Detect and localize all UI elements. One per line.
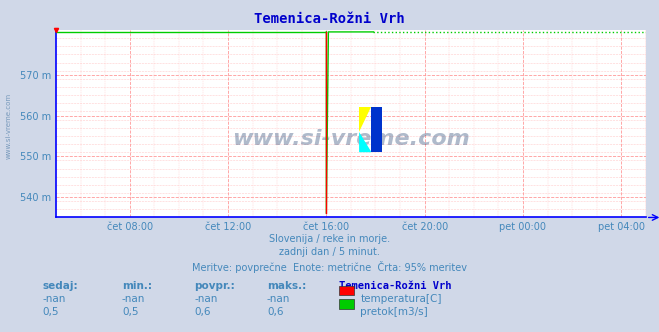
Polygon shape [359,107,372,132]
Polygon shape [359,132,372,152]
Text: pretok[m3/s]: pretok[m3/s] [360,307,428,317]
Text: -nan: -nan [43,294,66,304]
Polygon shape [372,107,382,152]
Text: maks.:: maks.: [267,281,306,290]
Text: 0,6: 0,6 [194,307,211,317]
Text: -nan: -nan [194,294,217,304]
Text: zadnji dan / 5 minut.: zadnji dan / 5 minut. [279,247,380,257]
Text: Meritve: povprečne  Enote: metrične  Črta: 95% meritev: Meritve: povprečne Enote: metrične Črta:… [192,261,467,273]
Text: min.:: min.: [122,281,152,290]
Text: 0,5: 0,5 [43,307,59,317]
Text: www.si-vreme.com: www.si-vreme.com [232,129,470,149]
Text: -nan: -nan [267,294,290,304]
Text: sedaj:: sedaj: [43,281,78,290]
Text: 0,5: 0,5 [122,307,138,317]
Text: povpr.:: povpr.: [194,281,235,290]
Text: www.si-vreme.com: www.si-vreme.com [5,93,11,159]
Text: Slovenija / reke in morje.: Slovenija / reke in morje. [269,234,390,244]
Text: Temenica-Rožni Vrh: Temenica-Rožni Vrh [254,12,405,26]
Text: Temenica-Rožni Vrh: Temenica-Rožni Vrh [339,281,452,290]
Text: -nan: -nan [122,294,145,304]
Text: 0,6: 0,6 [267,307,283,317]
Text: temperatura[C]: temperatura[C] [360,294,442,304]
